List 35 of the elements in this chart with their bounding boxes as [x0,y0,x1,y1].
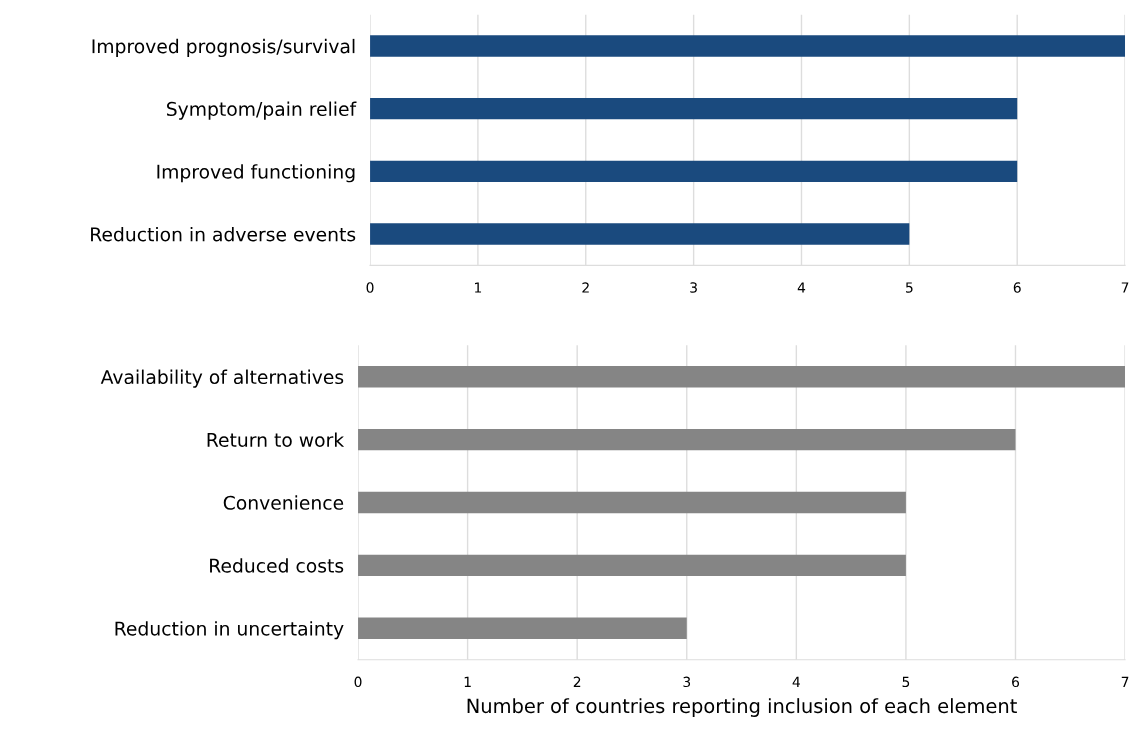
bar [370,223,910,245]
x-tick-label: 6 [1012,676,1020,688]
y-tick-label: Reduction in uncertainty [115,621,344,640]
y-tick-label: Improved prognosis/survival [92,38,355,58]
bar [370,160,1018,182]
y-tick-label: Return to work [207,432,345,447]
bar [358,428,1016,451]
y-tick-label: Symptom/pain relief [166,101,357,120]
x-tick-label: 0 [366,282,374,293]
y-tick-label: Reduced costs [210,558,344,573]
y-tick-label: Availability of alternatives [100,369,344,388]
x-tick-label: 1 [464,676,471,687]
x-tick-label: 7 [1121,282,1129,293]
bar [358,491,906,514]
x-tick-label: 3 [683,676,691,688]
x-tick-label: 5 [906,282,913,293]
y-tick-label: Convenience [223,495,344,510]
x-tick-label: 2 [573,676,581,687]
bar [358,554,906,577]
x-tick-label: 4 [792,676,800,687]
x-tick-label: 1 [475,282,482,293]
bar [370,98,1018,120]
bar [370,35,1126,57]
y-tick-label: Reduction in adverse events [91,226,356,242]
x-tick-label: 6 [1013,282,1021,293]
x-tick-label: 3 [690,282,697,293]
x-axis-title: Number of countries reporting inclusion of each element [467,698,1017,717]
x-tick-label: 0 [354,676,362,688]
y-tick-label: Improved functioning [157,164,355,183]
x-tick-label: 4 [797,282,806,293]
bar [358,366,1126,388]
x-tick-label: 7 [1121,676,1129,687]
bar [358,617,687,639]
x-tick-label: 2 [582,282,589,293]
x-tick-label: 5 [902,676,910,688]
